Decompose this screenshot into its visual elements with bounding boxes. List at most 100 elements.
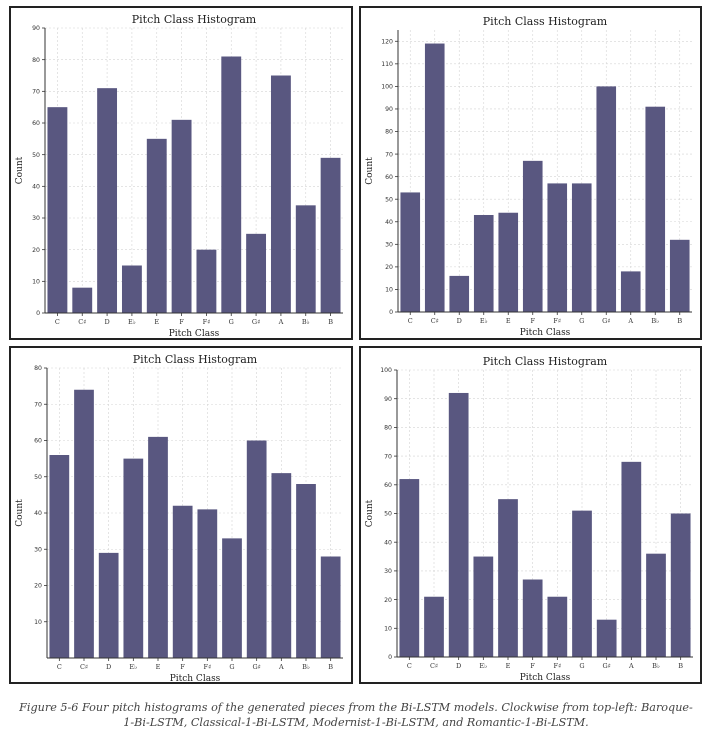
chart-svg: 0 10 20 30 40 50 60 70 80 90 C C♯ D E♭ E F F♯ G G♯ A B♭ B Pitc… [15, 13, 343, 338]
x-tick-label: A [278, 318, 284, 326]
bar [72, 287, 93, 313]
bar [473, 214, 494, 312]
y-tick-label: 60 [32, 120, 40, 127]
bar [547, 183, 568, 312]
y-tick-label: 30 [384, 568, 392, 575]
x-tick-label: G [229, 318, 234, 326]
x-tick-label: F [530, 317, 535, 325]
y-tick-label: 80 [384, 425, 392, 432]
bar [522, 160, 543, 312]
y-tick-label: 70 [384, 453, 392, 460]
y-tick-label: 120 [381, 38, 393, 45]
x-tick-label: C♯ [431, 317, 439, 325]
bar [320, 157, 341, 313]
y-tick-label: 20 [34, 583, 42, 590]
y-tick-label: 70 [32, 89, 40, 96]
y-tick-label: 30 [385, 242, 393, 249]
x-axis-label: Pitch Class [169, 329, 220, 338]
y-tick-label: 90 [384, 396, 392, 403]
bar [473, 556, 494, 657]
y-tick-label: 50 [32, 152, 40, 159]
y-tick-label: 80 [385, 129, 393, 136]
y-tick-label: 60 [384, 482, 392, 489]
y-tick-label: 20 [385, 264, 393, 271]
y-axis-label: Count [15, 499, 25, 527]
x-tick-label: E♭ [480, 317, 488, 325]
bar [498, 212, 519, 312]
y-tick-label: 80 [32, 57, 40, 64]
bar [596, 86, 617, 313]
y-tick-label: 20 [384, 597, 392, 604]
bar [295, 205, 316, 313]
x-tick-label: A [628, 662, 634, 670]
x-axis-label: Pitch Class [170, 674, 221, 682]
x-tick-label: B [677, 317, 682, 325]
x-tick-label: E [506, 662, 511, 670]
y-tick-label: 0 [389, 309, 393, 316]
histogram-modernist: 0 10 20 30 40 50 60 70 80 90 100 C C♯ D E♭ E F F♯ G G♯ A B♭ B P… [359, 346, 702, 684]
bar [522, 579, 543, 657]
y-tick-label: 80 [34, 365, 42, 372]
x-tick-label: G [579, 662, 584, 670]
bar [620, 271, 641, 312]
x-tick-label: F [530, 662, 535, 670]
x-tick-label: F♯ [554, 662, 562, 670]
x-tick-label: B♭ [302, 318, 310, 326]
bar [424, 43, 445, 312]
y-tick-label: 90 [32, 25, 40, 32]
chart-svg: 10 20 30 40 50 60 70 80 C C♯ D E♭ E F F♯ G G♯ A B♭ B Pitch C… [15, 353, 343, 682]
bar [47, 107, 68, 314]
chart-svg: 0 10 20 30 40 50 60 70 80 90 100 C C♯ D E♭ E F F♯ G G♯ A B♭ B P… [365, 355, 693, 682]
x-tick-label: C [408, 317, 413, 325]
x-tick-label: G♯ [252, 318, 260, 326]
bar [172, 505, 193, 658]
x-tick-label: F [180, 663, 185, 671]
x-tick-label: D [104, 318, 109, 326]
bar [171, 119, 192, 313]
bar [74, 389, 94, 658]
y-tick-label: 110 [381, 61, 393, 68]
bar [571, 183, 592, 312]
y-tick-label: 10 [34, 619, 42, 626]
x-tick-label: C [407, 662, 412, 670]
bar [146, 138, 167, 313]
y-axis-label: Count [15, 156, 25, 184]
x-tick-label: B♭ [651, 317, 659, 325]
x-tick-label: G♯ [602, 662, 610, 670]
x-tick-label: B [678, 662, 683, 670]
y-tick-label: 60 [34, 438, 42, 445]
x-axis-label: Pitch Class [520, 328, 571, 338]
y-tick-label: 40 [34, 510, 42, 517]
x-tick-label: B♭ [652, 662, 660, 670]
x-tick-label: F♯ [204, 663, 212, 671]
y-tick-label: 20 [32, 247, 40, 254]
x-tick-label: F♯ [203, 318, 211, 326]
x-tick-label: A [627, 317, 633, 325]
x-tick-label: A [278, 663, 284, 671]
bar [121, 265, 142, 313]
y-tick-label: 10 [385, 287, 393, 294]
bar [246, 233, 267, 313]
y-tick-label: 50 [384, 511, 392, 518]
bar [424, 596, 444, 657]
x-tick-label: C♯ [78, 318, 86, 326]
bar [498, 499, 518, 657]
y-tick-label: 100 [380, 367, 392, 374]
bar [49, 455, 70, 658]
y-tick-label: 70 [34, 401, 42, 408]
bar [123, 458, 144, 658]
bar [98, 552, 119, 658]
bar [148, 436, 168, 658]
bar [271, 473, 292, 658]
bar [448, 392, 469, 657]
bar [320, 556, 341, 658]
bar [645, 106, 666, 312]
x-tick-label: F♯ [553, 317, 561, 325]
y-tick-label: 0 [388, 654, 392, 661]
chart-title: Pitch Class Histogram [132, 13, 257, 26]
x-tick-label: C♯ [80, 663, 88, 671]
bar [547, 596, 568, 657]
bar [400, 192, 421, 312]
bar [621, 461, 642, 657]
x-tick-label: B♭ [302, 663, 310, 671]
